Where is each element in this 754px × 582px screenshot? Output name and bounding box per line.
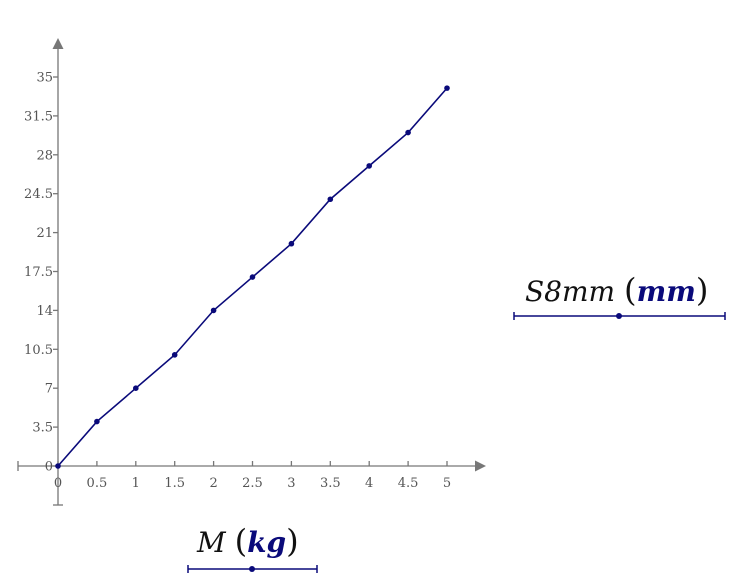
- y-tick-label: 7: [45, 382, 53, 397]
- y-axis-unit: mm: [636, 275, 696, 308]
- y-tick-label: 24.5: [24, 187, 53, 202]
- y-axis-variable: S8mm: [525, 275, 616, 308]
- data-point: [444, 85, 450, 91]
- data-point: [249, 274, 256, 280]
- x-tick-label: 4: [365, 476, 373, 491]
- x-tick-label: 0: [54, 476, 62, 491]
- data-point: [405, 129, 411, 136]
- y-tick-label: 28: [36, 148, 53, 163]
- x-tick-label: 1: [132, 476, 140, 491]
- y-axis-label: S8mm (mm): [525, 271, 709, 309]
- y-tick-label: 10.5: [24, 343, 53, 358]
- data-point: [171, 352, 178, 358]
- x-tick-label: 1.5: [164, 476, 185, 491]
- x-tick-label: 2: [209, 476, 217, 491]
- x-axis-unit: kg: [247, 526, 287, 559]
- x-tick-label: 0.5: [87, 476, 108, 491]
- y-tick-label: 14: [36, 304, 53, 319]
- y-axis-arrow: [52, 38, 64, 49]
- x-tick-label: 3.5: [320, 476, 341, 491]
- data-point: [94, 418, 100, 425]
- y-tick-label: 35: [36, 71, 53, 86]
- x-tick-label: 4.5: [398, 476, 419, 491]
- x-tick-label: 2.5: [242, 476, 263, 491]
- x-axis-variable: M: [197, 526, 226, 559]
- x-axis-arrow: [475, 460, 486, 472]
- y-tick-label: 0: [45, 460, 53, 475]
- y-axis-label-underline[interactable]: [512, 310, 728, 322]
- x-ticks: 0 0.5 1 1.5 2 2.5 3 3.5 4 4.5 5: [54, 461, 451, 491]
- x-tick-label: 5: [443, 476, 451, 491]
- data-point: [288, 240, 295, 247]
- data-point: [210, 307, 217, 314]
- plot-area: [55, 85, 450, 469]
- y-tick-label: 21: [36, 226, 53, 241]
- data-point: [366, 163, 373, 169]
- data-point: [133, 385, 139, 392]
- y-tick-label: 17.5: [24, 265, 53, 280]
- data-point: [55, 463, 61, 469]
- axes: [17, 38, 486, 506]
- x-tick-label: 3: [287, 476, 295, 491]
- x-axis-label: M (kg): [197, 522, 299, 560]
- data-point: [327, 196, 334, 203]
- x-axis-label-underline[interactable]: [186, 563, 320, 575]
- y-ticks: 0 3.5 7 10.5 14 17.5 21 24.5 28 31.5 35: [24, 71, 58, 475]
- y-tick-label: 3.5: [32, 421, 53, 436]
- y-tick-label: 31.5: [24, 109, 53, 124]
